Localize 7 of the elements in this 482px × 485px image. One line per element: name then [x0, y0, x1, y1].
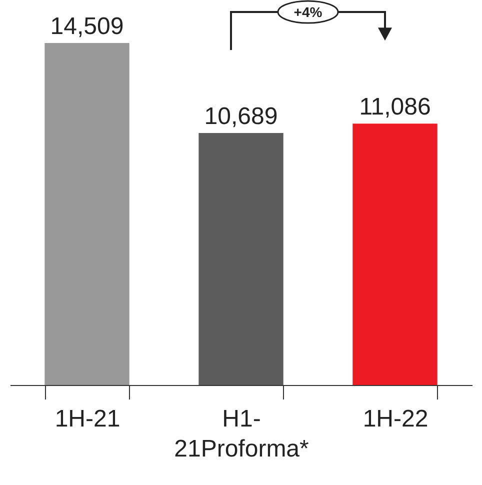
data-label: 14,509	[50, 13, 124, 40]
x-tick-label: 1H-21	[54, 406, 120, 432]
x-tick-label: H1-21Proforma*	[174, 406, 309, 462]
text: +4%	[294, 4, 323, 20]
x-tick-label: 1H-22	[362, 406, 428, 432]
data-label: 11,086	[359, 94, 431, 121]
data-label: 10,689	[204, 103, 278, 130]
